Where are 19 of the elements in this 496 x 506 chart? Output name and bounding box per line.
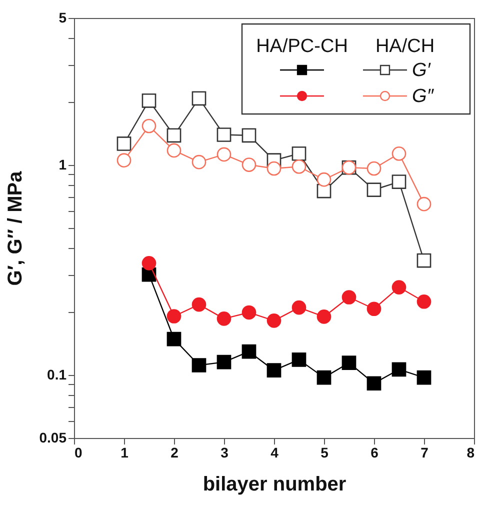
annotation: HA/PC-CH	[256, 36, 348, 57]
x-tick-label: 4	[270, 444, 279, 460]
y-tick-label: 1	[58, 156, 67, 172]
x-tick-label: 0	[74, 444, 82, 460]
x-tick-label: 6	[370, 444, 379, 460]
x-tick-label: 8	[466, 444, 475, 460]
x-tick-label: 2	[170, 444, 179, 460]
x-tick-label: 1	[120, 444, 129, 460]
y-tick-label: 5	[58, 10, 67, 26]
legend-label: G″	[412, 86, 435, 107]
x-tick-label: 3	[220, 444, 229, 460]
x-tick-label: 7	[420, 444, 429, 460]
y-tick-label: 0.05	[39, 430, 67, 446]
annotation: HA/CH	[375, 36, 435, 57]
legend-label: G′	[412, 60, 432, 81]
y-axis-title: G′, G″ / MPa	[4, 170, 26, 286]
x-axis-title: bilayer number	[202, 474, 346, 496]
x-tick-label: 5	[320, 444, 329, 460]
y-tick-label: 0.1	[47, 366, 67, 382]
